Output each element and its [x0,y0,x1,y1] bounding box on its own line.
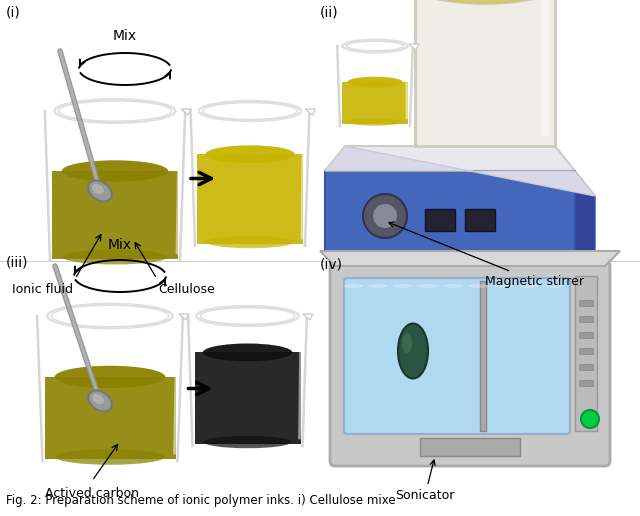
Ellipse shape [468,284,488,288]
Bar [575,276,597,431]
Ellipse shape [54,366,165,388]
Polygon shape [415,0,555,146]
Ellipse shape [60,251,170,263]
Text: (iii): (iii) [6,256,29,270]
Ellipse shape [206,236,294,248]
Bar [579,380,593,386]
Ellipse shape [420,0,550,4]
Bar [465,209,495,231]
Polygon shape [325,171,575,256]
Ellipse shape [88,391,112,411]
Bar [579,316,593,322]
Ellipse shape [343,284,363,288]
Bar [579,348,593,354]
Polygon shape [179,314,189,320]
Polygon shape [52,171,178,259]
Ellipse shape [201,437,294,447]
Polygon shape [325,146,595,196]
Ellipse shape [205,146,295,163]
Ellipse shape [203,344,292,361]
Ellipse shape [345,119,404,125]
Bar [425,209,455,231]
Bar [579,332,593,338]
Ellipse shape [204,237,297,247]
Bar [579,364,593,370]
Ellipse shape [402,333,412,353]
Ellipse shape [63,250,167,265]
Ellipse shape [61,160,168,182]
Polygon shape [195,352,301,444]
Text: Fig. 2: Preparation scheme of ionic polymer inks. i) Cellulose mixe: Fig. 2: Preparation scheme of ionic poly… [6,494,396,507]
Text: Sonicator: Sonicator [396,460,454,502]
Text: (i): (i) [6,6,20,20]
Circle shape [581,410,599,428]
Ellipse shape [368,284,388,288]
Polygon shape [37,316,183,461]
Polygon shape [303,314,313,320]
Ellipse shape [342,40,408,52]
Ellipse shape [54,99,175,123]
Circle shape [363,194,407,238]
Bar [541,0,549,136]
Polygon shape [197,154,303,244]
Ellipse shape [493,284,513,288]
Ellipse shape [92,394,104,404]
Bar [420,438,520,456]
Polygon shape [45,111,185,261]
Bar [480,281,486,431]
Polygon shape [305,109,316,115]
Ellipse shape [47,304,173,328]
Ellipse shape [204,436,291,448]
Ellipse shape [443,284,463,288]
Polygon shape [575,171,595,281]
Polygon shape [191,111,309,246]
Polygon shape [337,46,413,126]
Bar [579,300,593,306]
Text: Cellulose: Cellulose [159,283,216,296]
Ellipse shape [518,284,538,288]
Ellipse shape [348,118,402,126]
Ellipse shape [88,181,112,201]
Text: Ionic fluid: Ionic fluid [13,283,74,296]
Ellipse shape [56,449,164,465]
Ellipse shape [92,184,104,194]
Text: Oil bath: Oil bath [0,515,1,516]
Ellipse shape [415,0,555,4]
Polygon shape [45,377,175,459]
Ellipse shape [52,451,168,463]
Text: Magnetic stirrer: Magnetic stirrer [389,222,584,287]
Polygon shape [320,251,620,266]
Polygon shape [188,316,307,446]
Ellipse shape [196,306,299,326]
Text: Mix: Mix [108,238,132,252]
Text: (iv): (iv) [320,258,343,272]
Text: Actived carbon: Actived carbon [45,487,139,500]
Polygon shape [342,82,408,124]
Polygon shape [325,146,575,171]
Circle shape [373,204,397,228]
Ellipse shape [199,101,301,121]
Ellipse shape [543,284,563,288]
Text: (ii): (ii) [320,6,339,20]
FancyBboxPatch shape [344,278,570,434]
FancyBboxPatch shape [330,261,610,466]
Ellipse shape [398,324,428,379]
Polygon shape [181,109,191,115]
Ellipse shape [393,284,413,288]
Ellipse shape [418,284,438,288]
Polygon shape [409,44,419,50]
Text: Mix: Mix [113,29,137,43]
Ellipse shape [348,77,403,87]
